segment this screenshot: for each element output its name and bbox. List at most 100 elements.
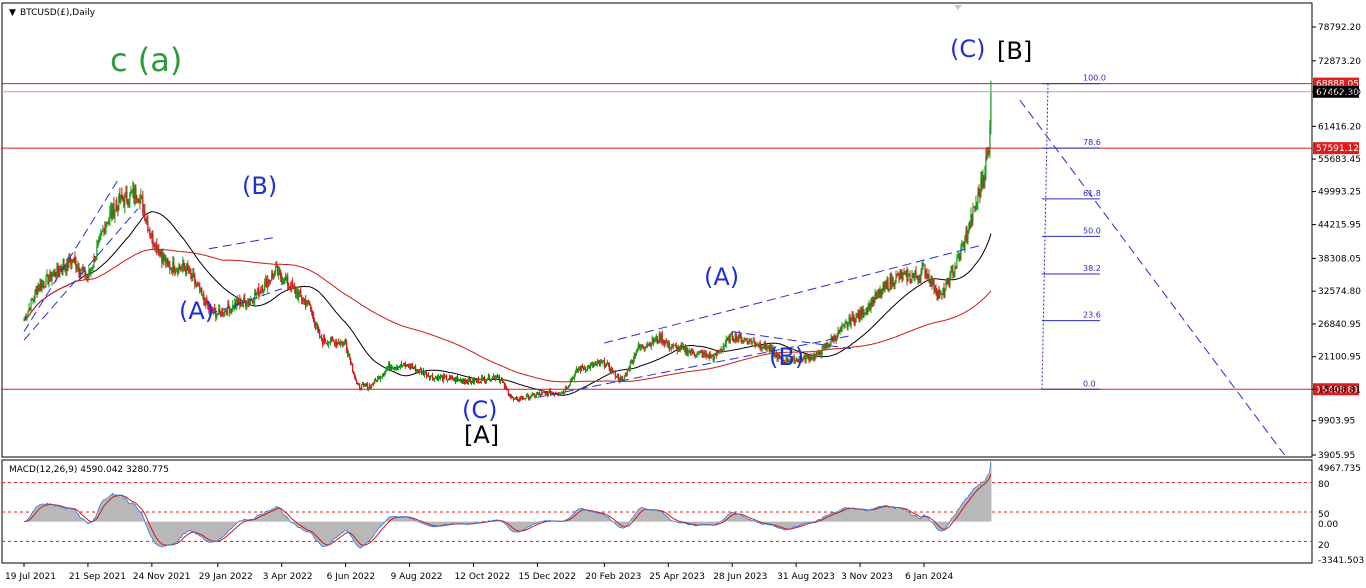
candle-body	[280, 271, 282, 278]
candle-body	[29, 307, 31, 310]
date-tick-label: 6 Jun 2022	[327, 572, 375, 582]
candle-body	[501, 380, 504, 383]
macd-label: MACD(12,26,9) 4590.042 3280.775	[9, 465, 169, 475]
candle-body	[912, 275, 914, 277]
candle-body	[490, 378, 493, 381]
scroll-marker-icon[interactable]	[954, 5, 962, 10]
candle-body	[53, 272, 55, 275]
candle-body	[133, 188, 135, 199]
candle-body	[211, 307, 213, 311]
candle-body	[37, 287, 39, 294]
candle-body	[237, 300, 239, 304]
candle-body	[357, 382, 359, 385]
candle-body	[558, 393, 561, 395]
symbol-arrow-icon[interactable]: ▼	[9, 8, 16, 18]
candle-body	[966, 232, 968, 239]
trend-lines	[23, 99, 1286, 456]
candle-body	[907, 273, 909, 282]
candle-body	[467, 378, 470, 384]
candle-body	[566, 387, 568, 389]
candle-body	[315, 324, 317, 326]
candle-body	[134, 187, 136, 199]
price-tick-label: 26840.95	[1318, 320, 1361, 330]
candle-body	[853, 317, 855, 323]
candle-body	[485, 380, 488, 382]
candle-body	[703, 351, 705, 355]
candle-body	[552, 393, 555, 395]
fibonacci-retracement: 100.0 78.6 61.8 50.0 38.2 23.6 0.0	[1041, 74, 1106, 390]
candle-body	[899, 272, 901, 279]
candle-body	[189, 269, 191, 273]
candle-body	[935, 289, 937, 293]
candle-body	[990, 91, 992, 126]
candle-body	[712, 356, 714, 360]
macd-tick-label: 0.00	[1318, 520, 1338, 530]
candle-body	[963, 242, 965, 249]
candle-body	[729, 335, 731, 344]
candle-body	[130, 192, 132, 194]
candle-body	[816, 351, 818, 357]
candle-body	[683, 346, 685, 349]
candle-body	[226, 312, 228, 315]
candle-body	[868, 302, 870, 308]
candle-body	[40, 284, 42, 290]
candle-body	[850, 320, 852, 326]
candle-body	[636, 349, 638, 353]
candle-body	[194, 276, 196, 285]
candle-body	[129, 192, 131, 203]
candle-body	[165, 257, 167, 265]
candle-body	[478, 382, 481, 384]
candle-body	[665, 341, 667, 343]
price-tick-label: 55683.45	[1318, 155, 1361, 165]
candle-body	[465, 380, 468, 383]
candle-body	[169, 264, 171, 270]
candle-body	[697, 351, 699, 353]
candle-body	[187, 263, 189, 269]
candle-body	[585, 369, 587, 371]
candle-body	[975, 203, 977, 210]
candle-body	[741, 340, 743, 342]
candle-body	[313, 316, 315, 323]
candle-body	[621, 378, 623, 380]
candle-body	[267, 280, 269, 288]
candle-body	[119, 194, 121, 203]
candle-body	[379, 376, 381, 380]
candle-body	[808, 356, 810, 361]
candle-body	[763, 341, 765, 348]
candle-body	[862, 308, 864, 316]
date-axis: 19 Jul 2021 21 Sep 2021 24 Nov 2021 29 Jan …	[5, 563, 953, 582]
candle-body	[704, 352, 706, 355]
candle-body	[550, 393, 553, 395]
candle-body	[90, 269, 92, 272]
candle-body	[821, 346, 823, 355]
candle-body	[731, 332, 733, 339]
candle-body	[785, 357, 787, 363]
candle-body	[255, 292, 257, 295]
candle-body	[933, 278, 935, 290]
date-tick-label: 12 Oct 2022	[455, 572, 511, 582]
candle-body	[898, 274, 900, 279]
candle-body	[466, 382, 469, 384]
candle-body	[228, 304, 230, 309]
candle-body	[471, 378, 474, 383]
candle-body	[547, 391, 550, 396]
candle-body	[457, 379, 460, 381]
candle-body	[116, 204, 118, 206]
candle-body	[122, 199, 124, 201]
candle-body	[595, 363, 597, 365]
candle-body	[677, 346, 679, 352]
candle-body	[385, 368, 388, 371]
candle-body	[802, 357, 804, 361]
candle-body	[497, 377, 500, 379]
candle-body	[612, 371, 614, 373]
date-tick-label: 3 Nov 2023	[841, 572, 893, 582]
candle-body	[161, 254, 163, 262]
candle-body	[462, 380, 465, 382]
candle-body	[104, 228, 106, 234]
candle-body	[376, 380, 378, 382]
price-tick-label: 61416.20	[1318, 122, 1361, 132]
candle-body	[613, 370, 615, 372]
candle-body	[809, 356, 811, 361]
candle-body	[386, 367, 389, 369]
candle-body	[77, 266, 79, 269]
